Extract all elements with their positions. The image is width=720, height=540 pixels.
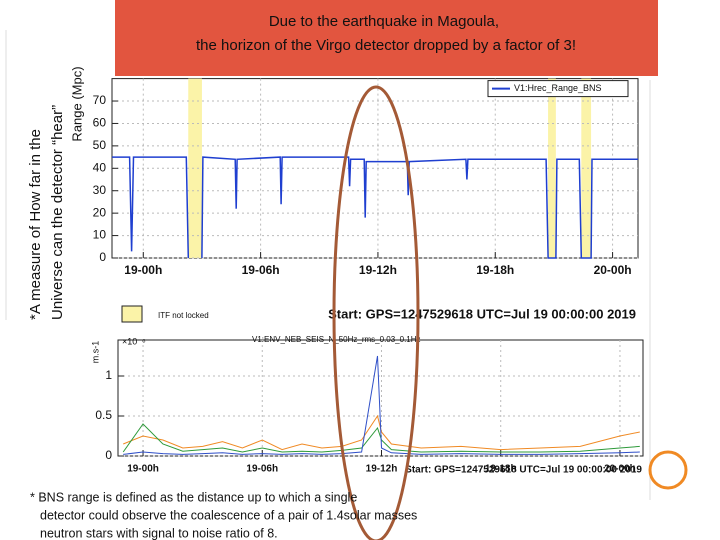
unlocked-region [581, 78, 592, 258]
y-tick-label: 0 [99, 250, 106, 264]
y-tick-label: 0 [105, 448, 112, 462]
y-tick-label: 30 [93, 183, 107, 197]
x-tick-label: 19-00h [127, 464, 159, 475]
x-tick-label: 19-18h [485, 464, 517, 475]
annotation: Start: GPS=1247529618 UTC=Jul 19 00:00:0… [405, 465, 642, 476]
footnote: * BNS range is defined as the distance u… [30, 490, 417, 540]
callout-box [115, 0, 658, 76]
x-tick-label: 19-06h [242, 263, 280, 277]
y-tick-label: 1 [105, 368, 112, 382]
decor-circle [648, 450, 688, 490]
plot-area [117, 339, 644, 457]
legend-label: ITF not locked [158, 311, 209, 320]
x-tick-label: 19-06h [246, 464, 278, 475]
footnote-line: detector could observe the coalescence o… [40, 508, 417, 522]
y-tick-label: 40 [93, 160, 107, 174]
y-tick-label: 0.5 [95, 408, 112, 422]
y-tick-label: 60 [93, 116, 107, 130]
y-axis-label: Range (Mpc) [69, 66, 84, 141]
y-axis-label: m.s-1 [90, 341, 100, 364]
y-multiplier: ×10⁻⁶ [122, 336, 146, 346]
x-tick-label: 20-00h [604, 464, 636, 475]
x-tick-label: 19-00h [124, 263, 162, 277]
footnote-line: * BNS range is defined as the distance u… [30, 490, 357, 504]
y-tick-label: 70 [93, 93, 107, 107]
unlocked-region [548, 78, 556, 258]
legend-box [487, 80, 629, 98]
y-tick-label: 20 [93, 205, 107, 219]
y-tick-label: 10 [93, 228, 107, 242]
y-tick-label: 50 [93, 138, 107, 152]
unlocked-region [188, 78, 202, 258]
x-tick-label: 19-12h [366, 464, 398, 475]
x-tick-label: 19-12h [359, 263, 397, 277]
legend-label: V1:Hrec_Range_BNS [514, 83, 602, 93]
x-tick-label: 20-00h [594, 263, 632, 277]
legend-swatch [121, 305, 143, 323]
chart-title: V1:ENV_NEB_SEIS_N_50Hz_rms_0.03_0.1Hz [252, 335, 421, 344]
side-label: *A measure of How far in the Universe ca… [27, 105, 66, 320]
callout-text: Due to the earthquake in Magoula, the ho… [196, 13, 576, 54]
annotation: Start: GPS=1247529618 UTC=Jul 19 00:00:0… [328, 306, 636, 321]
x-tick-label: 19-18h [476, 263, 514, 277]
footnote-line: neutron stars with signal to noise ratio… [40, 526, 278, 540]
highlight-ellipse [332, 85, 420, 540]
